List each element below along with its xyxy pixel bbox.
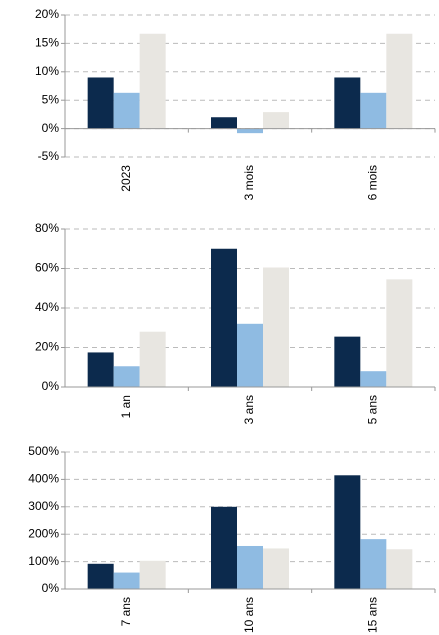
y-tick-label: 0% [42,379,60,393]
bar [87,352,114,387]
bar [237,545,263,589]
bar [237,128,263,134]
y-tick-label: 500% [28,444,59,458]
x-tick-label: 3 mois [242,165,256,200]
bar [334,77,361,129]
x-tick-label: 15 ans [366,597,380,633]
bar [386,33,413,129]
y-tick-label: 20% [35,340,59,354]
bar [386,279,413,387]
bar [211,117,237,129]
y-tick-label: 10% [35,64,59,78]
y-tick-label: 5% [42,92,60,106]
bar [360,371,387,387]
y-tick-label: 60% [35,261,59,275]
bar [113,366,140,387]
bar [237,323,263,387]
x-tick-label: 10 ans [242,597,256,633]
y-tick-label: 80% [35,221,59,235]
x-tick-label: 7 ans [119,597,133,626]
bar [211,248,237,387]
bar [386,549,413,589]
y-tick-label: 40% [35,300,59,314]
y-tick-label: 300% [28,499,59,513]
y-tick-label: 0% [42,121,60,135]
x-tick-label: 6 mois [366,165,380,200]
bar [263,548,289,589]
y-tick-label: -5% [38,149,60,163]
bar [87,77,114,129]
y-tick-label: 100% [28,554,59,568]
y-tick-label: 20% [35,7,59,21]
bar [211,506,237,589]
x-tick-label: 5 ans [366,395,380,424]
bar [113,92,140,129]
bar [87,563,114,589]
y-tick-label: 0% [42,581,60,595]
bar [334,475,361,589]
y-tick-label: 200% [28,526,59,540]
y-tick-label: 400% [28,472,59,486]
bar [360,539,387,589]
bar [360,92,387,129]
y-tick-label: 15% [35,36,59,50]
bar [263,267,289,387]
x-tick-label: 2023 [119,165,133,192]
x-tick-label: 1 an [119,395,133,418]
bar [263,112,289,129]
x-tick-label: 3 ans [242,395,256,424]
bar [139,33,166,129]
bar [334,336,361,387]
bar [113,572,140,589]
bar [139,560,166,589]
bar [139,331,166,387]
